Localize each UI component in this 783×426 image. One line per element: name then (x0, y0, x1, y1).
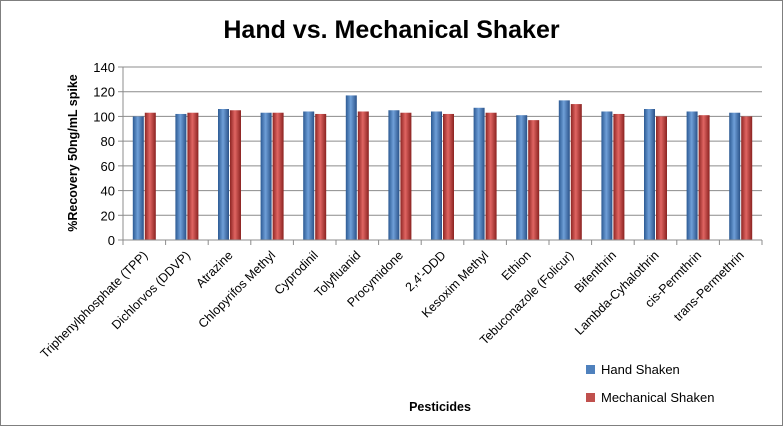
bar-mechanical-shaken (741, 116, 753, 240)
bar-hand-shaken (431, 111, 442, 240)
axes (122, 67, 763, 245)
bar-hand-shaken (132, 116, 144, 240)
bar-hand-shaken (175, 113, 187, 240)
x-tick-label: Atrazine (193, 248, 235, 290)
legend-item-mechanical-shaken: Mechanical Shaken (586, 383, 714, 411)
y-tick-label: 20 (101, 208, 115, 223)
bar-hand-shaken (558, 100, 570, 240)
bar-hand-shaken (345, 95, 357, 241)
bar-hand-shaken (601, 111, 613, 240)
bar-mechanical-shaken (443, 113, 454, 240)
legend-swatch-mechanical (586, 392, 595, 402)
legend-swatch-hand (586, 364, 595, 374)
y-tick-label: 120 (93, 85, 115, 100)
bar-mechanical-shaken (144, 112, 156, 240)
y-axis-label: %Recovery 50ng/mL spike (66, 74, 80, 232)
bar-hand-shaken (303, 111, 315, 240)
y-tick-label: 60 (101, 159, 115, 174)
bar-hand-shaken (644, 109, 655, 240)
chart-title: Hand vs. Mechanical Shaker (223, 16, 560, 44)
bar-hand-shaken (473, 107, 485, 241)
bar-mechanical-shaken (315, 113, 327, 240)
x-tick-label: Dichlorvos (DDVP) (109, 248, 193, 332)
bar-hand-shaken (388, 110, 400, 240)
legend-label-hand: Hand Shaken (601, 361, 680, 377)
bar-mechanical-shaken (400, 112, 412, 240)
bar-hand-shaken (729, 112, 741, 240)
y-tick-label: 40 (101, 184, 115, 199)
legend: Hand Shaken Mechanical Shaken (586, 355, 714, 411)
bar-mechanical-shaken (357, 111, 369, 240)
y-tick-label: 80 (101, 134, 115, 149)
bar-mechanical-shaken (656, 116, 667, 240)
legend-label-mechanical: Mechanical Shaken (601, 389, 715, 405)
x-tick-label: Chlopyrifos Methyl (196, 248, 279, 331)
y-tick-label: 100 (93, 109, 115, 124)
x-tick-label: Ethion (499, 248, 534, 283)
bar-mechanical-shaken (485, 112, 497, 240)
bar-mechanical-shaken (230, 110, 241, 240)
bar-mechanical-shaken (272, 112, 284, 240)
bar-hand-shaken (686, 111, 698, 240)
bar-mechanical-shaken (187, 112, 199, 240)
bar-mechanical-shaken (698, 115, 710, 240)
bar-hand-shaken (516, 115, 528, 240)
bars (132, 95, 753, 241)
bar-hand-shaken (218, 109, 229, 240)
bar-mechanical-shaken (613, 113, 625, 240)
y-tick-label: 0 (108, 233, 115, 248)
y-tick-label: 140 (93, 60, 115, 75)
gridlines (118, 66, 762, 241)
y-tick-labels: 0 20 40 60 80 100 120 140 (93, 60, 115, 248)
bar-mechanical-shaken (528, 120, 540, 240)
x-axis-label: Pesticides (409, 400, 471, 414)
legend-item-hand-shaken: Hand Shaken (586, 355, 714, 383)
bar-mechanical-shaken (570, 104, 582, 240)
x-tick-labels: Triphenylphosphate (TPP)Dichlorvos (DDVP… (38, 248, 747, 361)
bar-hand-shaken (260, 112, 272, 240)
